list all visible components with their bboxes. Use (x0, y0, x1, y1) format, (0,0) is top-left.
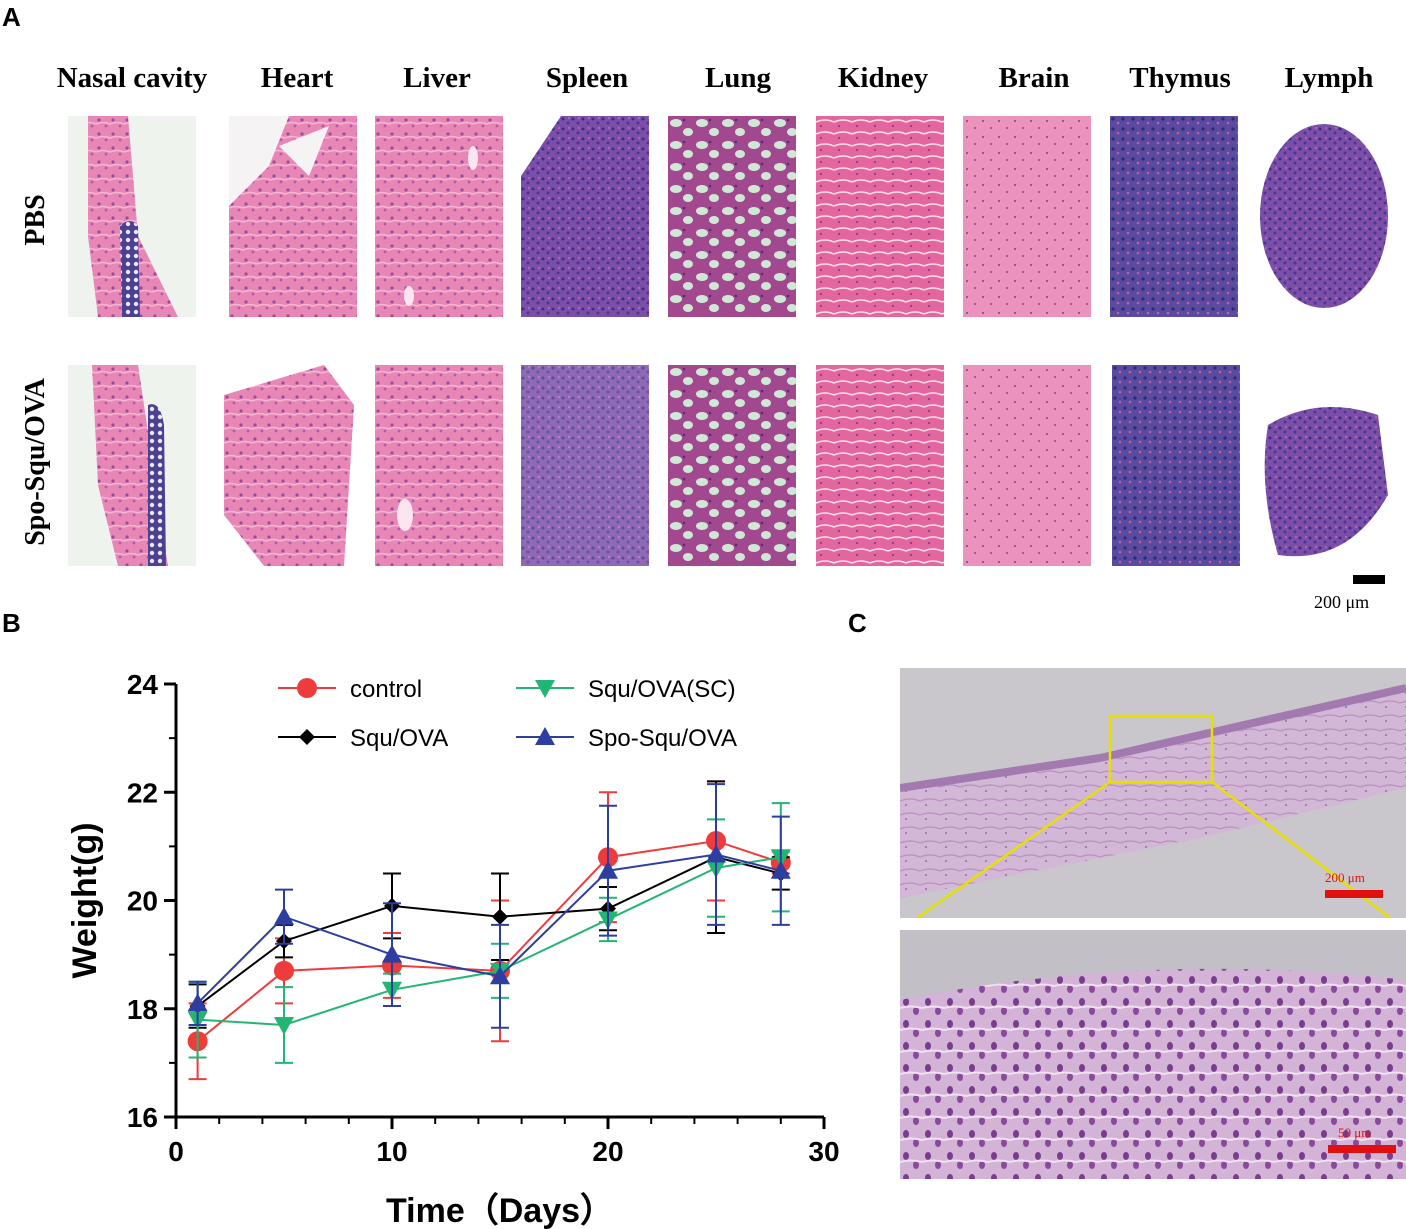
histology-spo-squ-ova-nasal-cavity (68, 365, 196, 566)
histology-pbs-kidney (816, 116, 944, 317)
data-point (274, 1016, 294, 1035)
c-bottom-scale-label: 50 μm (1338, 1125, 1371, 1140)
legend-marker (297, 678, 317, 698)
histology-spo-squ-ova-liver (375, 365, 503, 566)
series-line (196, 853, 782, 1005)
panel-letter-c: C (848, 608, 867, 638)
legend-label: Spo-Squ/OVA (588, 725, 737, 752)
histology-pbs-lymph (1258, 116, 1388, 317)
histology-spo-squ-ova-spleen (521, 365, 649, 566)
organ-title-liver: Liver (403, 62, 471, 94)
series-squ-ova (188, 780, 790, 1029)
data-point (492, 908, 508, 925)
histology-pbs-heart (229, 116, 357, 317)
histology-pbs-nasal-cavity (68, 116, 196, 317)
x-tick-label: 30 (808, 1136, 839, 1167)
y-tick-label: 22 (127, 777, 158, 808)
histology-spo-squ-ova-thymus (1112, 365, 1240, 566)
data-point (274, 960, 294, 981)
histology-pbs-brain (963, 116, 1091, 317)
panel-letter-b: B (2, 608, 21, 638)
organ-title-kidney: Kidney (837, 62, 929, 94)
legend-label: Squ/OVA (350, 725, 448, 752)
organ-title-brain: Brain (998, 62, 1070, 94)
histology-spo-squ-ova-lymph (1258, 395, 1388, 565)
panel-letter-a: A (2, 2, 21, 32)
organ-title-heart: Heart (260, 62, 334, 94)
histology-pbs-liver (375, 116, 503, 317)
histology-spo-squ-ova-lung (668, 365, 796, 566)
histology-spo-squ-ova-kidney (816, 365, 944, 566)
organ-title-lung: Lung (704, 62, 772, 94)
histology-c-overview: 200 μm (900, 668, 1406, 918)
y-axis-label: Weight(g) (66, 822, 104, 978)
histology-c-zoom: 50 μm (900, 930, 1406, 1179)
y-tick-label: 24 (127, 669, 159, 700)
histology-pbs-thymus (1110, 116, 1238, 317)
x-tick-label: 10 (376, 1136, 407, 1167)
series-squ-ova-sc- (187, 802, 791, 1064)
row-label-spo-squ-ova: Spo-Squ/OVA (20, 378, 51, 546)
legend-marker (535, 727, 555, 745)
y-tick-label: 16 (127, 1102, 158, 1133)
x-axis-label: Time（Days） (386, 1191, 614, 1229)
series-spo-squ-ova (187, 783, 791, 1029)
legend-label: Squ/OVA(SC) (588, 676, 736, 703)
legend-marker (535, 680, 555, 698)
series-control (187, 780, 791, 1081)
data-point (187, 993, 208, 1012)
histology-spo-squ-ova-brain (963, 365, 1091, 566)
organ-title-thymus: Thymus (1129, 62, 1231, 94)
histology-pbs-spleen (521, 116, 649, 317)
organ-title-lymph: Lymph (1284, 62, 1374, 94)
c-top-scale-label: 200 μm (1325, 870, 1365, 885)
data-point (770, 860, 791, 879)
legend-item: Squ/OVA (278, 725, 448, 752)
scale-bar-a (1353, 575, 1385, 584)
legend-marker (299, 729, 315, 745)
x-tick-label: 20 (592, 1136, 623, 1167)
scale-bar-a-label: 200 μm (1314, 592, 1370, 612)
data-point (490, 966, 510, 985)
row-label-pbs: PBS (20, 194, 51, 246)
legend-item: Squ/OVA(SC) (516, 676, 736, 703)
legend-item: control (278, 676, 422, 703)
histology-spo-squ-ova-heart (224, 365, 354, 566)
data-point (598, 860, 618, 879)
data-point (274, 906, 294, 925)
organ-title-spleen: Spleen (545, 62, 629, 94)
legend-item: Spo-Squ/OVA (516, 725, 737, 752)
x-tick-label: 0 (168, 1136, 184, 1167)
histology-pbs-lung (668, 116, 796, 317)
weight-chart: 16 18 20 22 24 0 10 20 30 Time（Days） Weight(g) con… (66, 669, 840, 1229)
organ-title-nasal-cavity: Nasal cavity (56, 62, 208, 94)
y-tick-label: 18 (127, 994, 158, 1025)
y-tick-label: 20 (127, 886, 158, 917)
data-point (706, 844, 726, 863)
legend-label: control (350, 676, 422, 703)
data-point (382, 944, 402, 963)
